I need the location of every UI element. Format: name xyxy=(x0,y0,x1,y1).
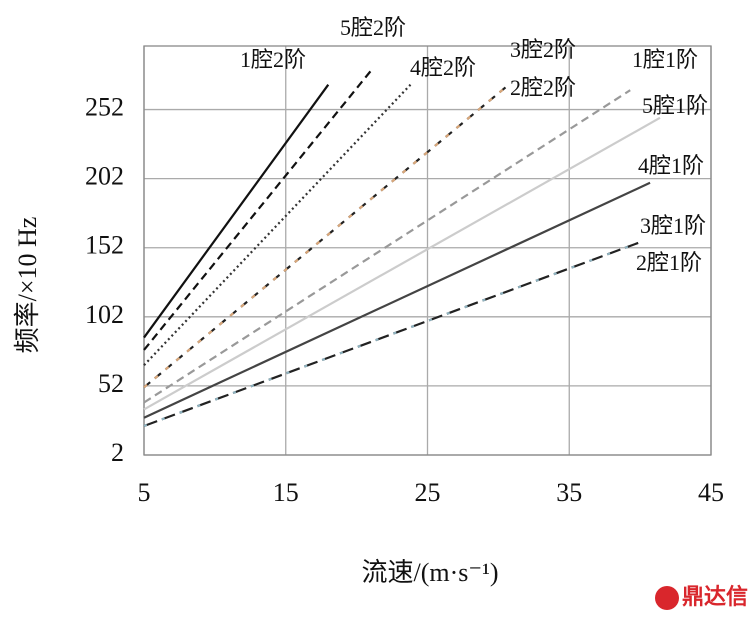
series-line xyxy=(143,241,641,428)
y-tick-label: 102 xyxy=(85,300,124,329)
x-tick-label: 5 xyxy=(138,478,151,507)
series-line xyxy=(143,89,631,404)
y-axis-label: 频率/×10 Hz xyxy=(13,217,42,354)
y-tick-label: 52 xyxy=(98,369,124,398)
y-tick-label: 152 xyxy=(85,231,124,260)
series-label: 5腔1阶 xyxy=(642,93,708,118)
series-line xyxy=(143,116,661,411)
series-line xyxy=(143,84,330,339)
series-label: 2腔1阶 xyxy=(636,250,702,275)
series-line xyxy=(143,181,651,419)
x-tick-label: 45 xyxy=(698,478,724,507)
x-tick-label: 25 xyxy=(415,478,441,507)
series-label: 1腔2阶 xyxy=(240,47,306,72)
y-tick-label: 2 xyxy=(111,438,124,467)
plot-frame xyxy=(143,45,712,456)
watermark: 鼎达信 xyxy=(682,584,748,610)
x-tick-label: 15 xyxy=(273,478,299,507)
series-line xyxy=(143,70,372,351)
series-line xyxy=(143,83,412,366)
series-label: 3腔2阶 xyxy=(510,37,576,62)
series-label: 1腔1阶 xyxy=(632,47,698,72)
series-label: 5腔2阶 xyxy=(340,15,406,40)
y-tick-label: 252 xyxy=(85,93,124,122)
series-label: 3腔1阶 xyxy=(640,213,706,238)
series-label: 4腔2阶 xyxy=(410,55,476,80)
x-axis-label: 流速/(m·s⁻¹) xyxy=(361,558,498,587)
x-tick-label: 35 xyxy=(556,478,582,507)
y-tick-label: 202 xyxy=(85,162,124,191)
watermark-icon xyxy=(655,586,679,610)
series-label: 2腔2阶 xyxy=(510,75,576,100)
series-label: 4腔1阶 xyxy=(638,153,704,178)
